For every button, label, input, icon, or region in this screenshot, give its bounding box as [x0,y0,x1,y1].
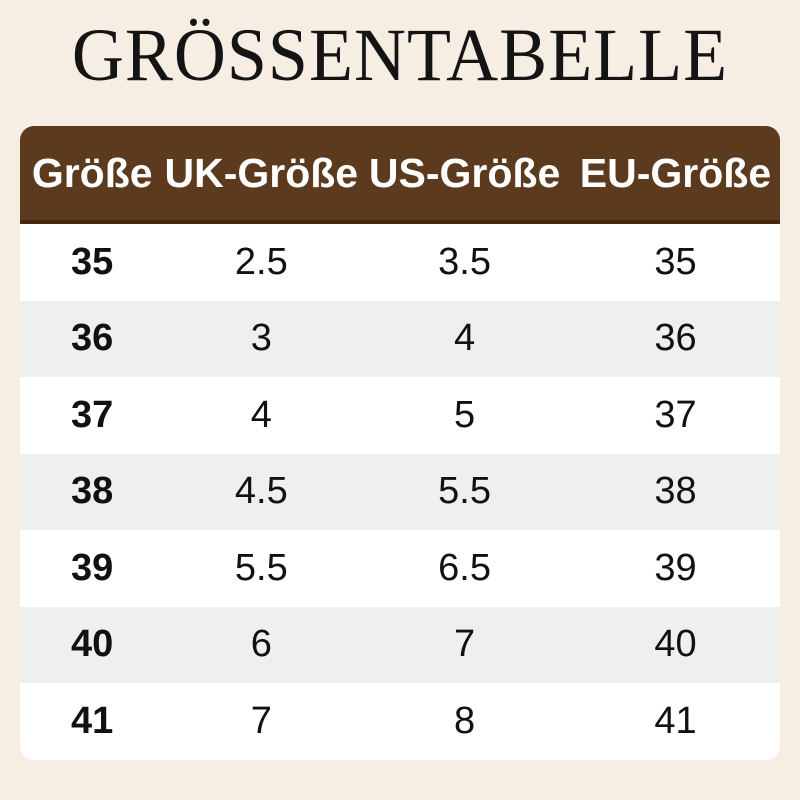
cell-uk-groesse: 5.5 [234,546,288,589]
cell-us-groesse: 4 [454,317,476,360]
cell-uk-groesse: 7 [250,699,272,742]
cell-groesse: 37 [71,393,114,436]
cell-eu-groesse: 39 [654,546,697,589]
header-eu-groesse: EU-Größe [579,149,772,196]
cell-groesse: 40 [71,623,114,666]
table-row: 36 3 4 36 [20,300,780,378]
table-row: 38 4.5 5.5 38 [20,453,780,531]
table-row: 41 7 8 41 [20,683,780,760]
cell-groesse: 39 [71,546,114,589]
table-row: 40 6 7 40 [20,606,780,684]
table-row: 37 4 5 37 [20,377,780,454]
cell-uk-groesse: 6 [250,623,272,666]
header-uk-groesse: UK-Größe [164,149,359,196]
cell-groesse: 35 [71,240,114,283]
size-table: Größe UK-Größe US-Größe EU-Größe 35 2.5 … [20,126,780,760]
size-table-body: 35 2.5 3.5 35 36 3 4 36 37 4 5 37 38 4.5… [20,224,780,760]
cell-us-groesse: 5.5 [438,470,491,513]
size-table-header: Größe UK-Größe US-Größe EU-Größe [20,126,780,225]
cell-us-groesse: 3.5 [438,240,491,283]
cell-us-groesse: 8 [454,699,476,742]
page-title: GRÖSSENTABELLE [71,12,729,97]
cell-eu-groesse: 36 [654,317,697,360]
cell-us-groesse: 7 [454,623,476,666]
cell-eu-groesse: 41 [654,699,697,742]
cell-eu-groesse: 37 [654,393,697,436]
cell-uk-groesse: 2.5 [234,240,288,283]
cell-uk-groesse: 4.5 [234,470,288,513]
table-row: 39 5.5 6.5 39 [20,530,780,607]
cell-eu-groesse: 40 [654,623,697,666]
table-row: 35 2.5 3.5 35 [20,224,780,301]
cell-groesse: 41 [71,699,114,742]
header-us-groesse: US-Größe [368,149,561,196]
cell-eu-groesse: 38 [654,470,697,513]
cell-us-groesse: 5 [454,393,476,436]
cell-groesse: 36 [71,317,114,360]
header-groesse: Größe [31,149,153,196]
cell-uk-groesse: 4 [250,393,272,436]
cell-uk-groesse: 3 [250,317,272,360]
cell-us-groesse: 6.5 [438,546,491,589]
cell-eu-groesse: 35 [654,240,697,283]
cell-groesse: 38 [71,470,114,513]
